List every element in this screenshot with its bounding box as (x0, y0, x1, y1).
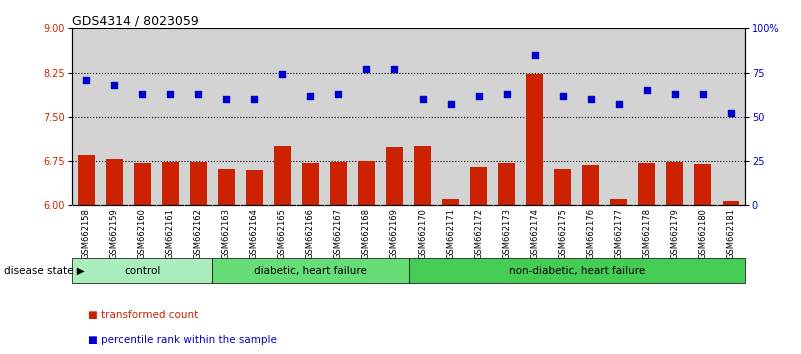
Text: GSM662168: GSM662168 (362, 208, 371, 259)
Text: non-diabetic, heart failure: non-diabetic, heart failure (509, 266, 645, 276)
Point (500, 91, 513, 97)
Point (556, 93, 569, 98)
Point (668, 91, 681, 97)
Text: ■ percentile rank within the sample: ■ percentile rank within the sample (88, 335, 277, 345)
Bar (246, 170, 263, 205)
Point (360, 66, 372, 72)
Point (332, 91, 344, 97)
Text: GSM662161: GSM662161 (166, 208, 175, 259)
Bar (106, 159, 123, 205)
Bar (302, 163, 319, 205)
Point (135, 91, 149, 97)
Bar (610, 199, 627, 205)
Bar (414, 146, 431, 205)
Text: GSM662158: GSM662158 (82, 208, 91, 259)
Text: ■ transformed count: ■ transformed count (88, 310, 199, 320)
Point (80, 77, 92, 82)
Point (612, 102, 625, 107)
Point (163, 91, 176, 97)
Text: GSM662171: GSM662171 (446, 208, 455, 259)
Text: GSM662159: GSM662159 (110, 208, 119, 258)
Point (276, 72, 288, 77)
Text: control: control (124, 266, 160, 276)
Bar (582, 165, 599, 205)
Bar (218, 169, 235, 205)
Text: GSM662169: GSM662169 (390, 208, 399, 259)
Bar (723, 201, 739, 205)
Bar (190, 162, 207, 205)
Text: disease state ▶: disease state ▶ (4, 266, 85, 276)
Point (219, 96, 232, 102)
Bar (274, 146, 291, 205)
Point (528, 52, 541, 58)
Bar (694, 164, 711, 205)
Bar (526, 74, 543, 205)
Point (584, 96, 597, 102)
Bar (666, 162, 683, 205)
Text: GSM662175: GSM662175 (558, 208, 567, 259)
Point (248, 96, 260, 102)
Point (388, 66, 400, 72)
Text: GSM662174: GSM662174 (530, 208, 539, 259)
Text: GSM662167: GSM662167 (334, 208, 343, 259)
Bar (470, 167, 487, 205)
Text: GSM662179: GSM662179 (670, 208, 679, 259)
Text: GDS4314 / 8023059: GDS4314 / 8023059 (72, 14, 199, 27)
Bar (442, 199, 459, 205)
Text: GSM662173: GSM662173 (502, 208, 511, 259)
Point (640, 87, 653, 93)
Point (724, 110, 737, 116)
Bar (409, 258, 745, 283)
Point (107, 82, 120, 88)
Point (304, 93, 316, 98)
Bar (498, 163, 515, 205)
Bar (212, 258, 409, 283)
Text: GSM662170: GSM662170 (418, 208, 427, 259)
Bar (162, 162, 179, 205)
Point (444, 102, 457, 107)
Bar (330, 162, 347, 205)
Bar (72, 258, 212, 283)
Point (416, 96, 429, 102)
Bar (638, 163, 655, 205)
Point (191, 91, 204, 97)
Bar (358, 161, 375, 205)
Text: GSM662180: GSM662180 (698, 208, 707, 259)
Text: GSM662172: GSM662172 (474, 208, 483, 259)
Text: GSM662181: GSM662181 (727, 208, 735, 259)
Text: GSM662162: GSM662162 (194, 208, 203, 259)
Text: GSM662178: GSM662178 (642, 208, 651, 259)
Text: GSM662177: GSM662177 (614, 208, 623, 259)
Text: GSM662164: GSM662164 (250, 208, 259, 259)
Bar (386, 147, 403, 205)
Bar (554, 169, 571, 205)
Text: GSM662163: GSM662163 (222, 208, 231, 259)
Text: diabetic, heart failure: diabetic, heart failure (254, 266, 367, 276)
Text: GSM662176: GSM662176 (586, 208, 595, 259)
Bar (78, 155, 95, 205)
Point (472, 93, 485, 98)
Bar (134, 163, 151, 205)
Text: GSM662165: GSM662165 (278, 208, 287, 259)
Text: GSM662160: GSM662160 (138, 208, 147, 259)
Text: GSM662166: GSM662166 (306, 208, 315, 259)
Point (696, 91, 709, 97)
